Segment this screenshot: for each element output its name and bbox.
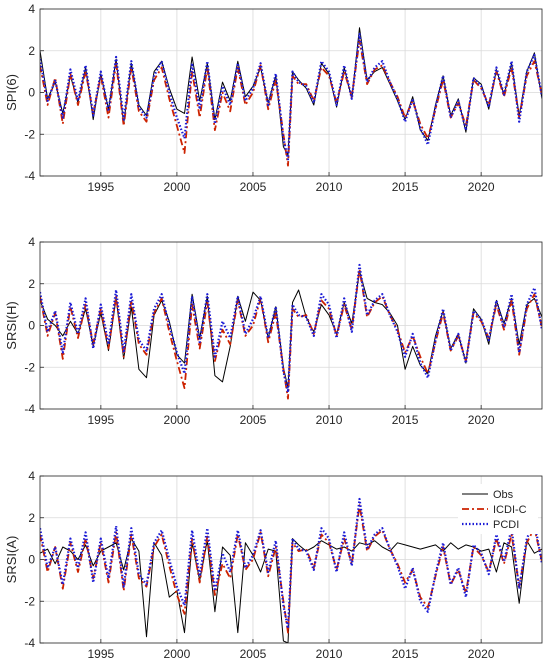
x-tick-label: 2000 [164, 413, 191, 427]
y-axis-label: SRSI(A) [4, 536, 19, 584]
y-axis-label: SPI(6) [4, 74, 19, 111]
chart-panel-3: 1995 2000 2005 2010 2015 2020 -4 -2 0 2 4 SRSI(A) Ob… [4, 469, 543, 661]
x-tick-label: 2005 [240, 647, 267, 661]
series-line-pcdi [40, 497, 542, 630]
legend-label-obs: Obs [493, 489, 514, 501]
chart-panel-1: 1995 2000 2005 2010 2015 2020 -4 -2 0 2 4 SPI(6) [4, 2, 543, 194]
y-tick-label: 4 [28, 469, 35, 483]
y-tick-label: 4 [28, 235, 35, 249]
y-tick-label: -4 [24, 402, 35, 416]
legend-box [458, 484, 538, 534]
series-line-pcdi [40, 263, 542, 394]
x-tick-label: 2020 [468, 647, 495, 661]
x-tick-label: 2005 [240, 180, 267, 194]
y-axis-label: SRSI(H) [4, 301, 19, 349]
y-tick-label: 4 [28, 2, 35, 16]
x-tick-label: 2005 [240, 413, 267, 427]
y-tick-label: -2 [24, 594, 35, 608]
y-tick-label: 2 [28, 44, 35, 58]
legend-label-icdi: ICDI-C [493, 504, 527, 516]
legend: Obs ICDI-C PCDI [458, 484, 538, 534]
y-tick-label: -4 [24, 169, 35, 183]
x-tick-label: 2000 [164, 180, 191, 194]
x-tick-label: 2010 [316, 180, 343, 194]
y-tick-label: 2 [28, 511, 35, 525]
legend-label-pcdi: PCDI [493, 519, 519, 531]
x-tick-label: 2015 [392, 647, 419, 661]
series-line-icdi [40, 504, 542, 634]
x-tick-label: 1995 [87, 413, 114, 427]
x-tick-label: 2020 [468, 413, 495, 427]
y-tick-label: -2 [24, 127, 35, 141]
y-tick-label: -4 [24, 636, 35, 650]
series-line-pcdi [40, 32, 542, 161]
y-tick-label: 0 [28, 553, 35, 567]
y-tick-label: 0 [28, 86, 35, 100]
x-tick-label: 2020 [468, 180, 495, 194]
chart-panel-2: 1995 2000 2005 2010 2015 2020 -4 -2 0 2 4 SRSI(H) [4, 235, 543, 427]
x-tick-label: 1995 [87, 180, 114, 194]
x-tick-label: 2015 [392, 413, 419, 427]
x-tick-label: 2000 [164, 647, 191, 661]
y-tick-label: 2 [28, 277, 35, 291]
x-tick-label: 2010 [316, 413, 343, 427]
x-tick-label: 2010 [316, 647, 343, 661]
y-tick-label: -2 [24, 360, 35, 374]
y-tick-label: 0 [28, 319, 35, 333]
x-tick-label: 2015 [392, 180, 419, 194]
x-tick-label: 1995 [87, 647, 114, 661]
